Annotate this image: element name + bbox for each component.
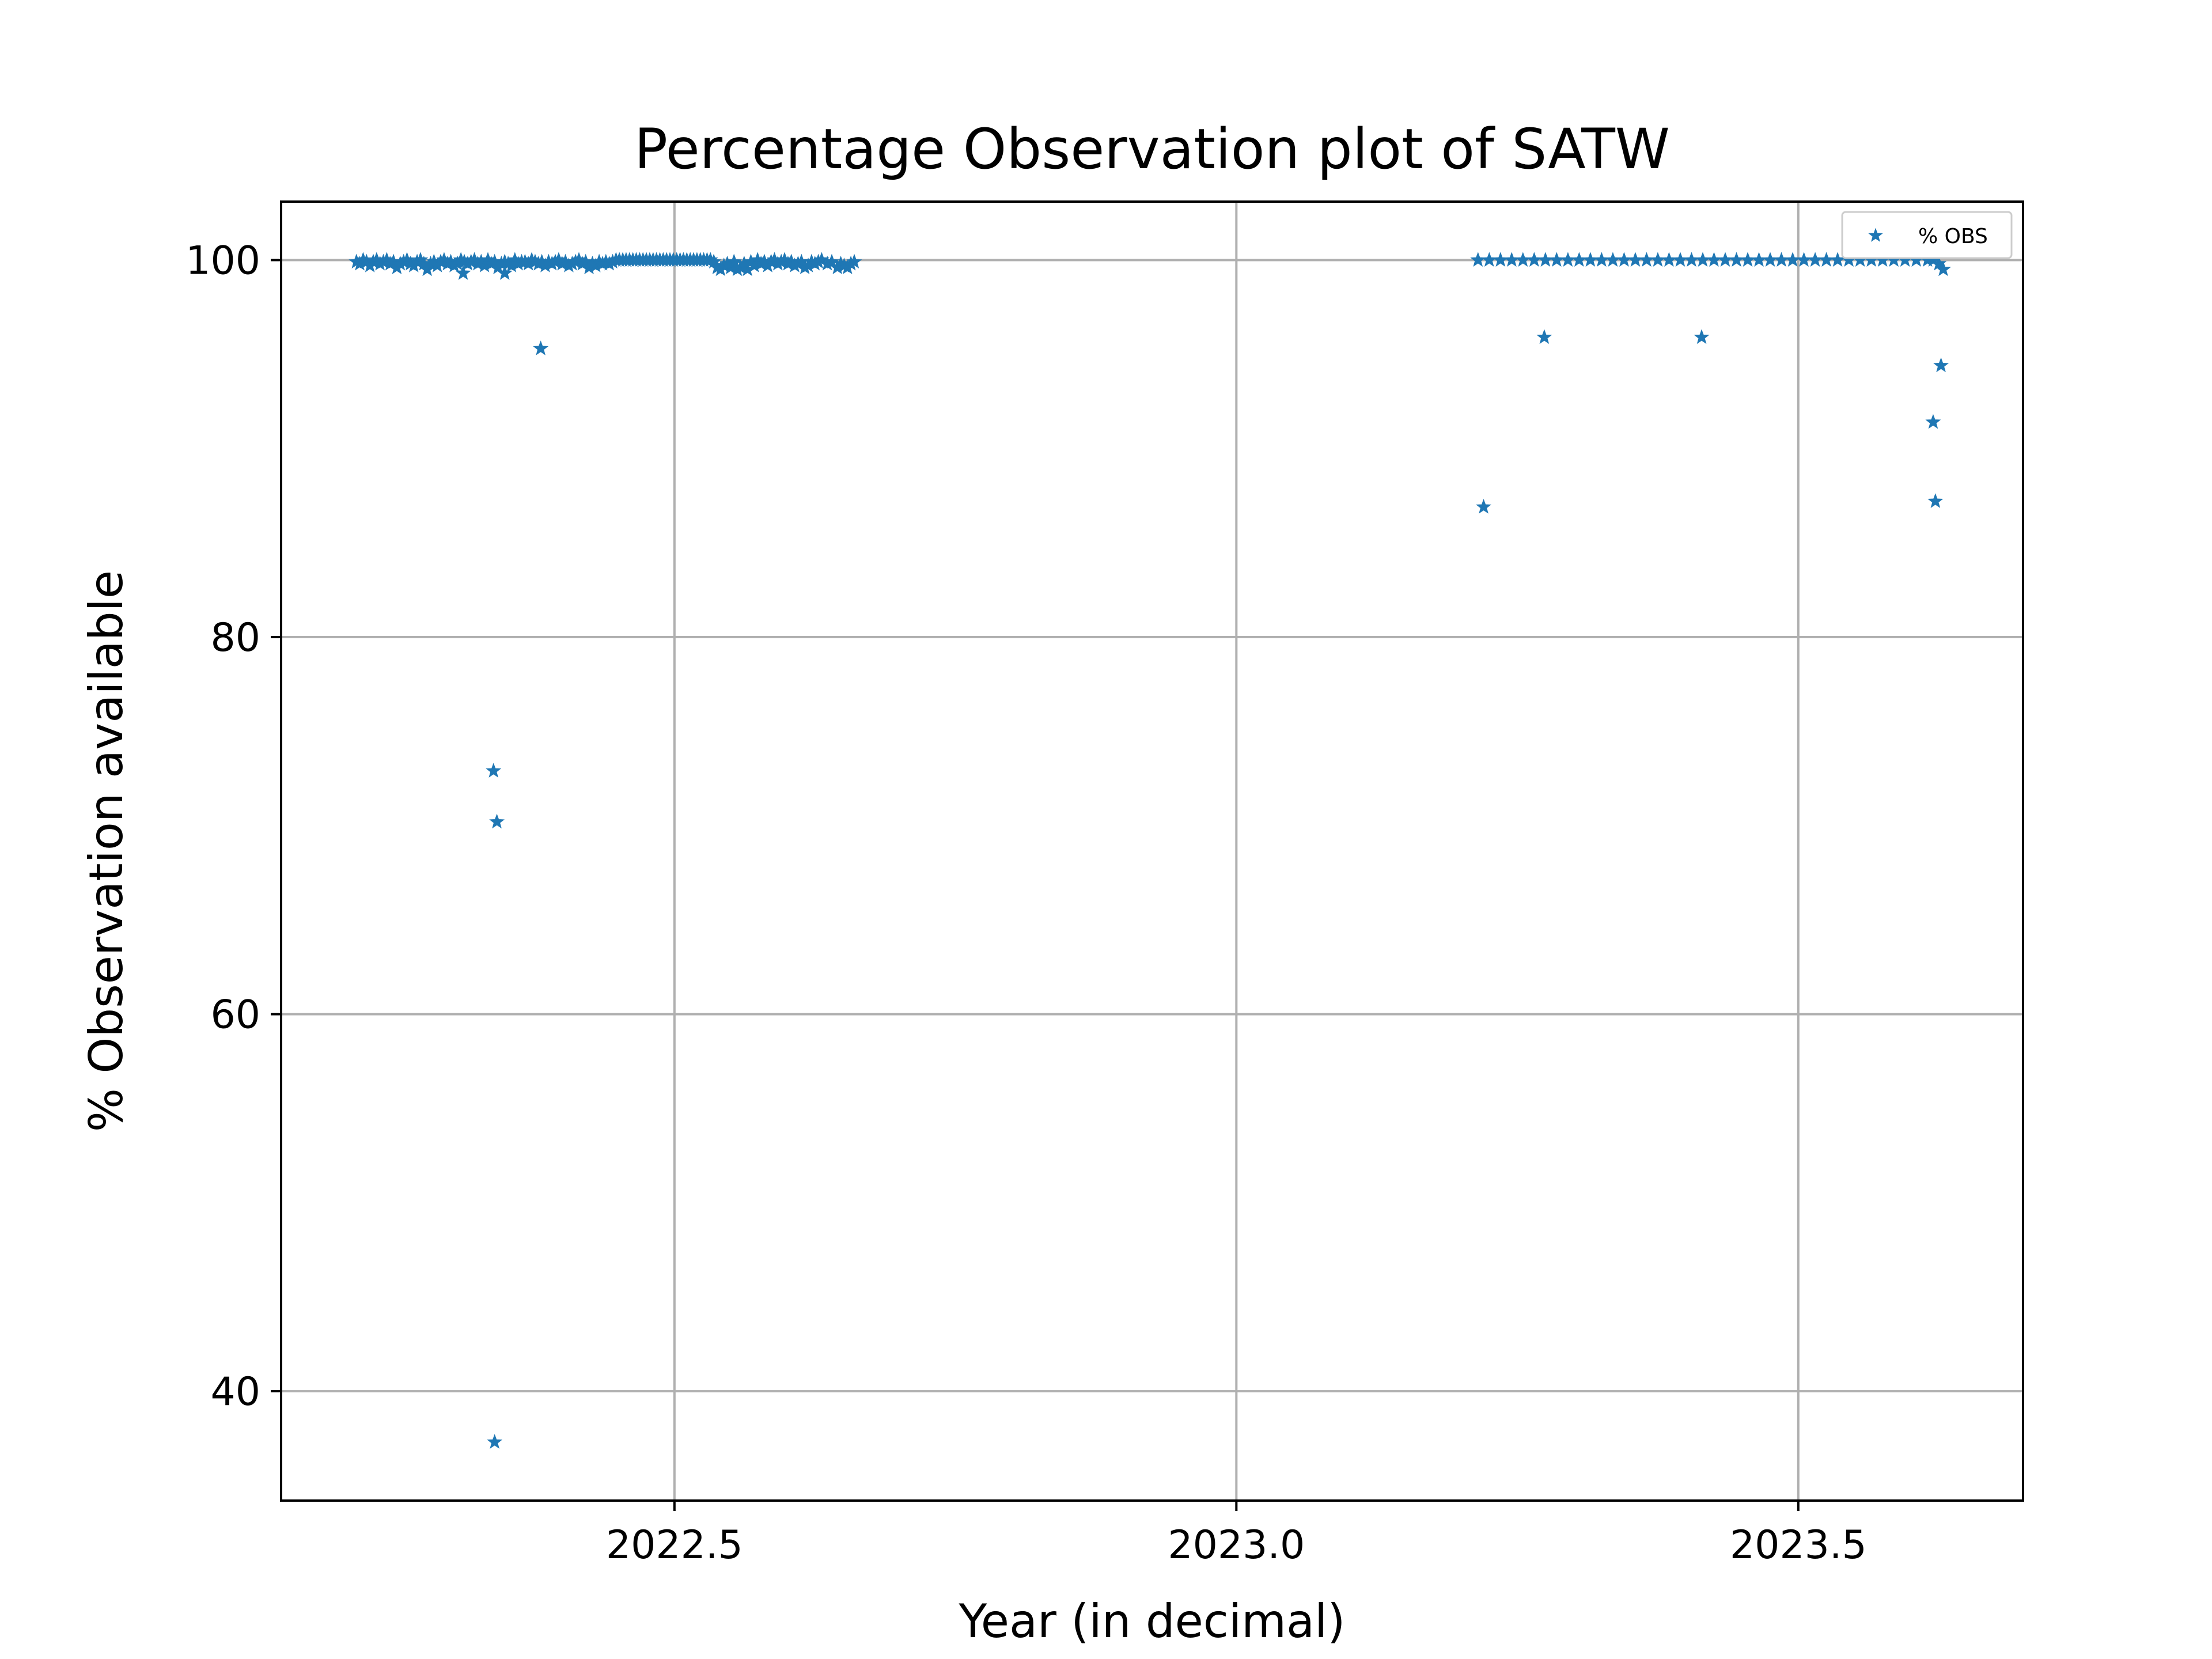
data-point (1936, 261, 1951, 276)
data-point (846, 253, 862, 269)
plot-area-frame (280, 200, 2024, 1502)
data-point (533, 340, 549, 355)
data-point (578, 253, 594, 269)
data-point (1694, 329, 1710, 344)
data-point (1933, 357, 1949, 373)
scatter-series-obs (349, 252, 1951, 1449)
legend: % OBS (1841, 211, 2013, 259)
x-tick-label: 2023.5 (1730, 1522, 1867, 1568)
x-tick-label: 2023.0 (1168, 1522, 1305, 1568)
data-point (489, 813, 505, 829)
data-point (1476, 499, 1491, 514)
y-axis-label: % Observation available (79, 570, 133, 1132)
x-axis-label: Year (in decimal) (959, 1594, 1346, 1648)
chart-title: Percentage Observation plot of SATW (634, 117, 1670, 181)
y-tick-label: 100 (185, 238, 260, 283)
data-point (824, 253, 840, 269)
data-point (486, 763, 502, 778)
y-tick-label: 80 (210, 615, 260, 661)
data-point (487, 1434, 503, 1449)
x-tick-label: 2022.5 (606, 1522, 743, 1568)
legend-box (1841, 211, 2013, 259)
data-point (1925, 414, 1941, 429)
data-point (1536, 329, 1552, 344)
data-point (497, 265, 513, 280)
y-tick-label: 60 (210, 993, 260, 1038)
legend-label-obs: % OBS (1918, 225, 1988, 248)
legend-marker-star-icon (1868, 228, 1883, 242)
data-point (1931, 255, 1947, 271)
data-point (455, 265, 471, 280)
data-point (1927, 493, 1944, 508)
data-point (726, 253, 742, 269)
y-tick-label: 40 (210, 1369, 260, 1415)
axis-ticks: 2022.5 2023.0 2023.5 40 60 80 100 (185, 238, 1867, 1568)
data-point (706, 253, 722, 269)
